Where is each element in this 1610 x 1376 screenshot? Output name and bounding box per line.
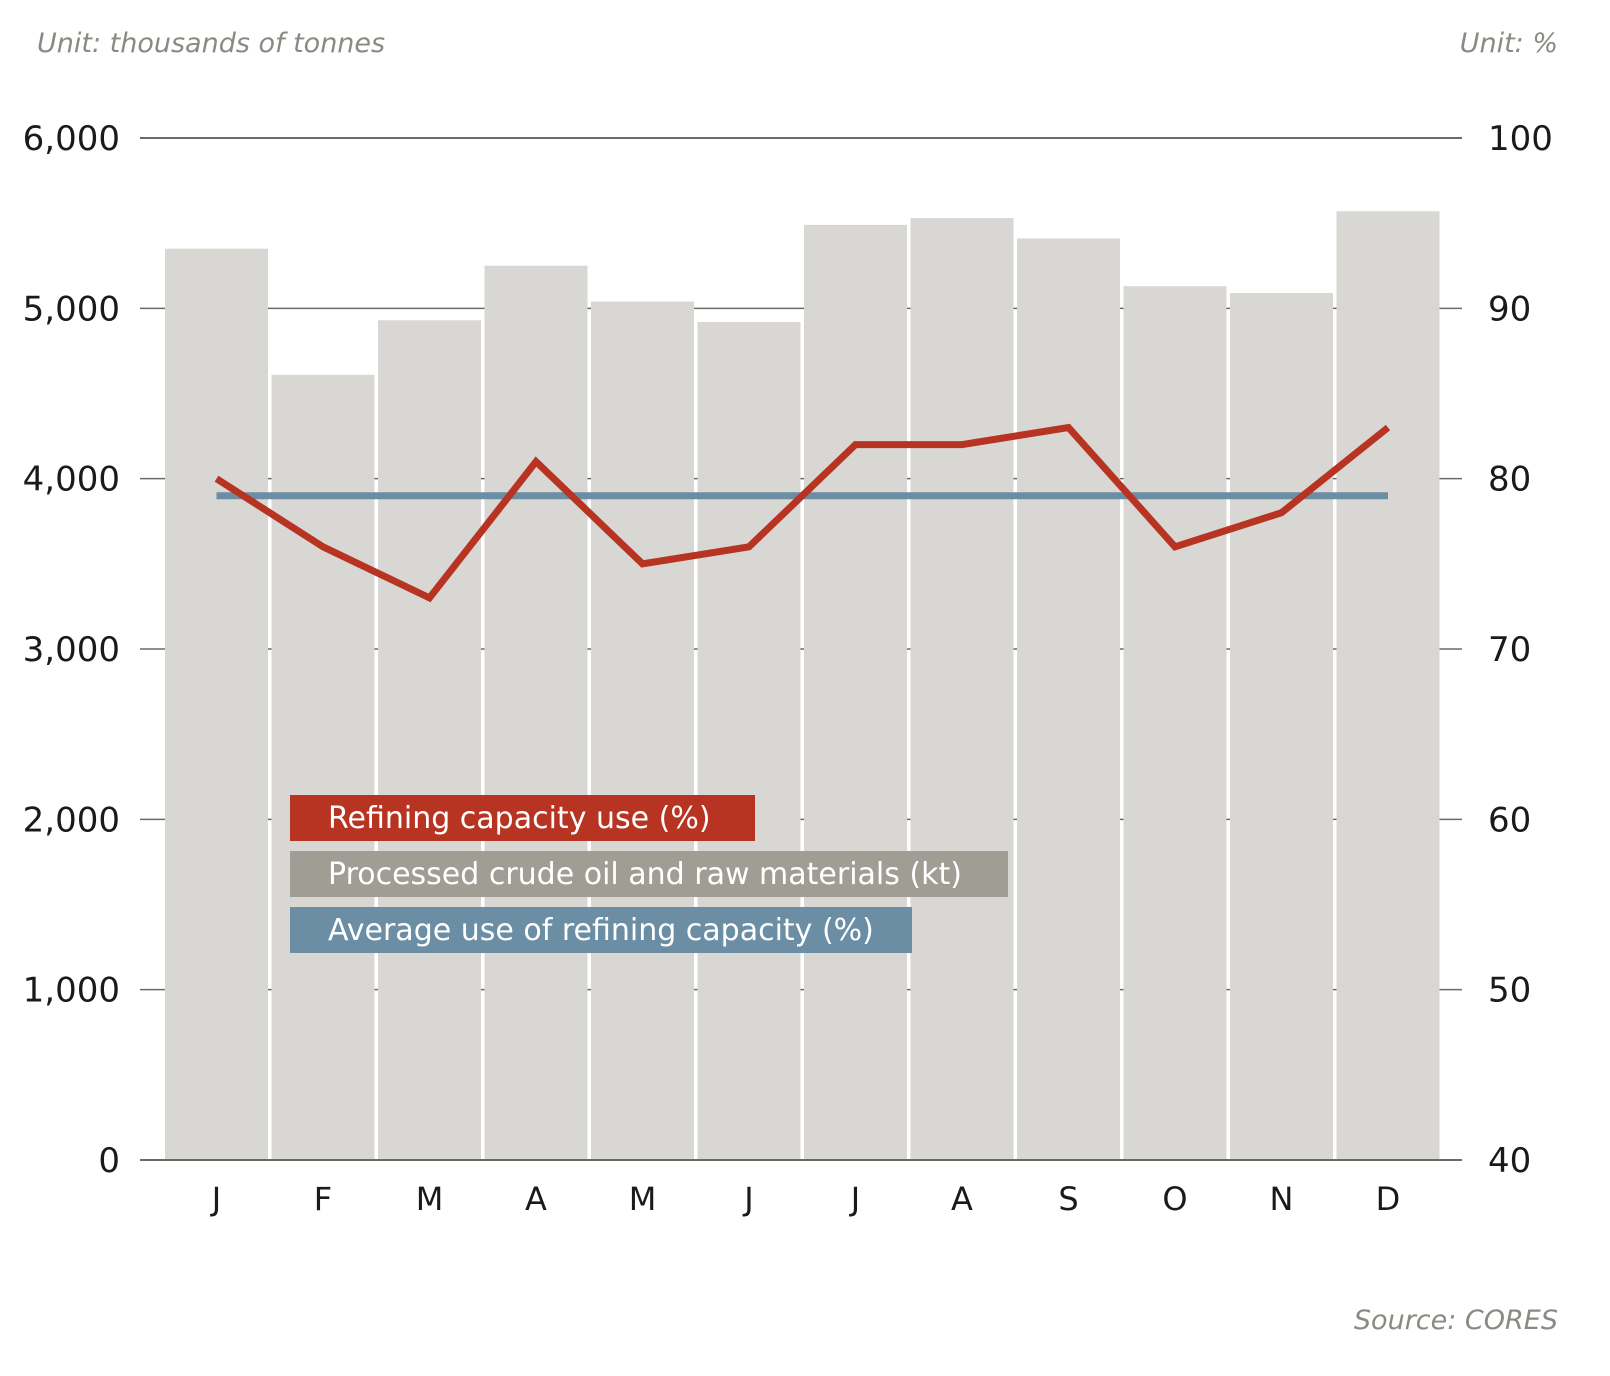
legend-label-2: Average use of refining capacity (%) bbox=[328, 913, 874, 948]
bar-processed-7 bbox=[910, 218, 1014, 1161]
bar-processed-1 bbox=[271, 374, 375, 1161]
left-tick-label: 6,000 bbox=[23, 119, 120, 159]
month-label: O bbox=[1162, 1180, 1187, 1218]
legend-label-0: Refining capacity use (%) bbox=[328, 801, 711, 836]
month-label: J bbox=[742, 1180, 753, 1218]
left-tick-label: 3,000 bbox=[23, 630, 120, 670]
left-tick-label: 5,000 bbox=[23, 289, 120, 329]
right-tick-label: 80 bbox=[1488, 460, 1531, 500]
bar-processed-8 bbox=[1017, 238, 1120, 1160]
month-label: J bbox=[849, 1180, 860, 1218]
month-label: J bbox=[210, 1180, 221, 1218]
right-tick-label: 50 bbox=[1488, 971, 1531, 1011]
right-tick-label: 60 bbox=[1488, 800, 1531, 840]
bars-layer bbox=[140, 211, 1462, 1161]
month-label: A bbox=[951, 1180, 973, 1218]
month-label: D bbox=[1376, 1180, 1401, 1218]
month-label: M bbox=[629, 1180, 657, 1218]
line-refining-capacity bbox=[214, 423, 1391, 603]
left-axis-unit: Unit: thousands of tonnes bbox=[37, 28, 386, 59]
month-label: S bbox=[1058, 1180, 1078, 1218]
left-tick-label: 2,000 bbox=[23, 800, 120, 840]
legend-swatch-0 bbox=[290, 795, 755, 841]
bar-processed-2 bbox=[378, 320, 481, 1160]
month-label: M bbox=[416, 1180, 444, 1218]
left-tick-label: 1,000 bbox=[23, 971, 120, 1011]
right-axis-unit: Unit: % bbox=[1459, 28, 1558, 59]
month-label: A bbox=[525, 1180, 547, 1218]
bar-processed-11 bbox=[1336, 211, 1440, 1160]
bar-processed-9 bbox=[1123, 286, 1227, 1160]
axis-labels-layer: 0 1,000 2,000 3,000 4,000 5,000 6,000 40 50 60 70 8… bbox=[23, 119, 1553, 1218]
bar-processed-3 bbox=[484, 265, 588, 1160]
right-tick-label: 70 bbox=[1488, 630, 1531, 670]
right-tick-label: 100 bbox=[1488, 119, 1553, 159]
bar-processed-6 bbox=[804, 224, 907, 1160]
legend-swatch-1 bbox=[290, 851, 1008, 897]
left-tick-label: 0 bbox=[98, 1141, 120, 1181]
source-note: Source: CORES bbox=[1353, 1305, 1558, 1336]
grid-layer bbox=[140, 137, 1462, 1161]
legend-swatch-2 bbox=[290, 907, 912, 953]
right-tick-label: 40 bbox=[1488, 1141, 1531, 1181]
legend: Refining capacity use (%) Processed crude… bbox=[290, 795, 1008, 953]
month-label: N bbox=[1270, 1180, 1294, 1218]
left-tick-label: 4,000 bbox=[23, 460, 120, 500]
bar-processed-5 bbox=[697, 321, 801, 1161]
bar-processed-0 bbox=[165, 248, 268, 1160]
month-label: F bbox=[314, 1180, 332, 1218]
bar-processed-10 bbox=[1230, 293, 1333, 1161]
lines-layer bbox=[214, 423, 1391, 603]
right-tick-label: 90 bbox=[1488, 289, 1531, 329]
legend-label-1: Processed crude oil and raw materials (k… bbox=[328, 857, 962, 892]
bar-processed-4 bbox=[591, 301, 694, 1160]
